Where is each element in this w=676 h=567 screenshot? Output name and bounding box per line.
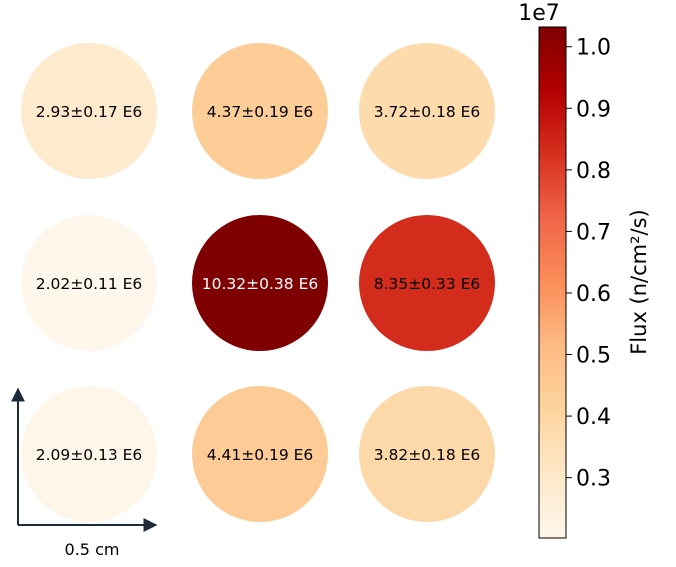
flux-cell-label-2-1: 4.41±0.19 E6: [207, 446, 314, 464]
colorbar-tick-label: 0.7: [576, 220, 611, 245]
colorbar-tick-label: 0.8: [576, 159, 611, 184]
colorbar-tick-label: 0.6: [576, 282, 611, 307]
flux-cell-1-2: [359, 215, 495, 351]
colorbar-gradient: [538, 26, 567, 539]
flux-cell-label-1-2: 8.35±0.33 E6: [374, 275, 481, 293]
colorbar: 1e7 0.3 0.4 0.5 0.6 0.7 0.8 0.9 1.0 Flux (n/cm²…: [518, 1, 651, 539]
colorbar-tick-label: 0.4: [576, 405, 611, 430]
colorbar-tick-label: 0.5: [576, 344, 611, 369]
flux-cell-label-0-0: 2.93±0.17 E6: [36, 103, 143, 121]
flux-cell-0-1: [192, 43, 328, 179]
flux-cell-label-0-1: 4.37±0.19 E6: [207, 103, 314, 121]
flux-cell-0-0: [21, 43, 157, 179]
flux-cell-label-2-2: 3.82±0.18 E6: [374, 446, 481, 464]
scale-bar-label: 0.5 cm: [65, 540, 120, 559]
colorbar-exponent-label: 1e7: [518, 1, 560, 26]
flux-cell-1-1: [192, 215, 328, 351]
flux-cell-label-2-0: 2.09±0.13 E6: [36, 446, 143, 464]
colorbar-tick-label: 1.0: [576, 36, 611, 61]
flux-cell-2-1: [192, 386, 328, 522]
flux-cell-2-2: [359, 386, 495, 522]
flux-cell-label-1-1: 10.32±0.38 E6: [202, 275, 318, 293]
flux-cell-label-0-2: 3.72±0.18 E6: [374, 103, 481, 121]
colorbar-title: Flux (n/cm²/s): [627, 209, 651, 355]
colorbar-tick-label: 0.9: [576, 97, 611, 122]
flux-cell-1-0: [21, 215, 157, 351]
colorbar-tick-label: 0.3: [576, 467, 611, 492]
flux-cell-grid: 2.93±0.17 E6 4.37±0.19 E6 3.72±0.18 E6 2.02…: [21, 43, 495, 522]
flux-cell-label-1-0: 2.02±0.11 E6: [36, 275, 143, 293]
flux-cell-0-2: [359, 43, 495, 179]
colorbar-ticks: 0.3 0.4 0.5 0.6 0.7 0.8 0.9 1.0: [566, 36, 611, 492]
scale-bar: 0.5 cm: [11, 387, 158, 559]
flux-cell-2-0: [21, 386, 157, 522]
